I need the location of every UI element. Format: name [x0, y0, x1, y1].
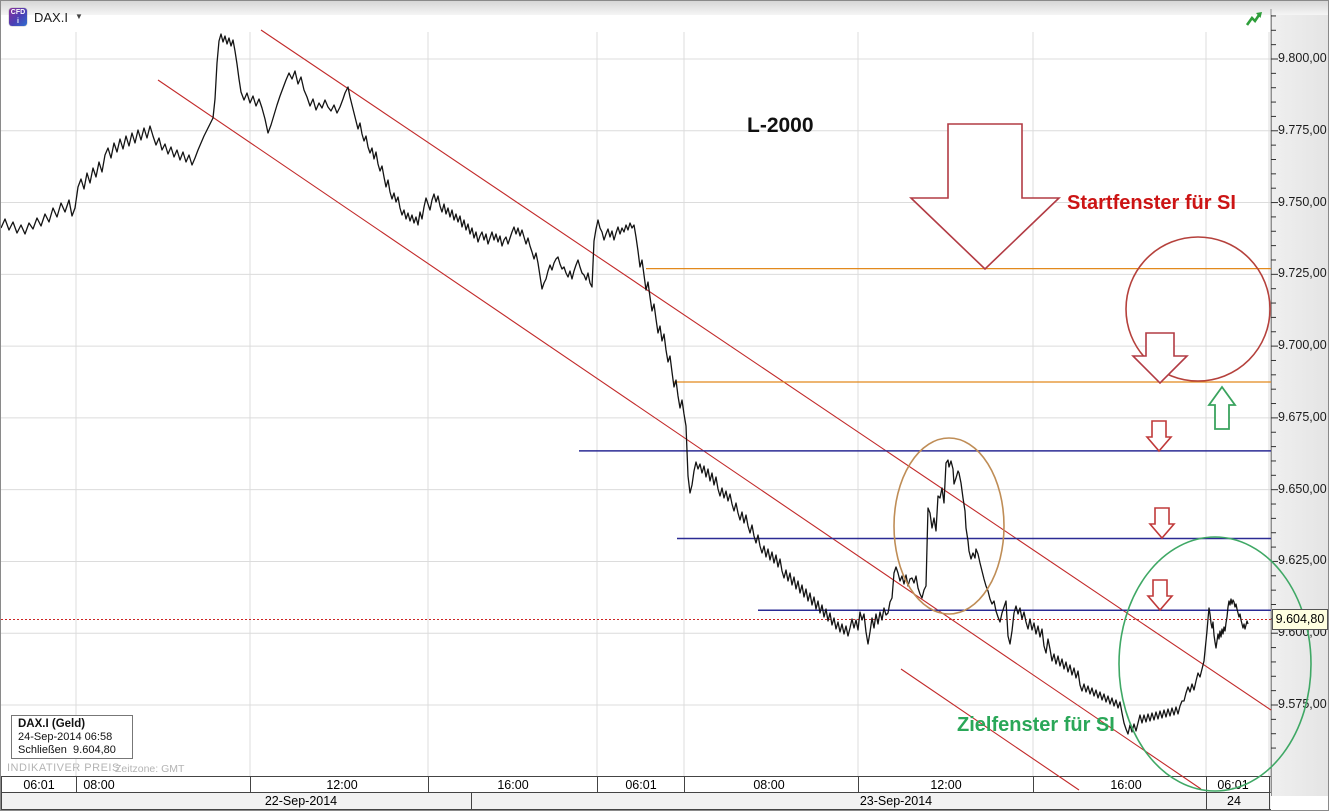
- axis-cell-border: [684, 777, 685, 792]
- price-axis-label: 9.625,00: [1278, 553, 1327, 568]
- big-red-down-arrow[interactable]: [909, 123, 1061, 271]
- time-axis-label: 08:00: [83, 778, 115, 792]
- axis-cell-border: [250, 777, 251, 792]
- axis-cell-border: [76, 777, 77, 792]
- retest-ellipse[interactable]: [893, 437, 1005, 615]
- indicative-price-label: INDIKATIVER PREIS: [7, 762, 120, 774]
- axis-cell-border: [1, 777, 2, 792]
- annotation-start-window[interactable]: Startfenster für SI: [1067, 192, 1236, 214]
- annotation-l2000[interactable]: L-2000: [747, 114, 814, 137]
- last-price-badge: 9.604,80: [1272, 609, 1328, 631]
- time-axis-label: 08:00: [753, 778, 785, 792]
- date-axis-label: 24: [1227, 794, 1241, 808]
- info-close: Schließen 9.604,80: [18, 744, 116, 756]
- time-axis-label: 06:01: [625, 778, 657, 792]
- axis-cell-border: [1, 793, 2, 809]
- price-line-series: [1, 33, 1249, 735]
- date-axis-label: 22-Sep-2014: [264, 794, 338, 808]
- axis-cell-border: [1206, 777, 1207, 792]
- cfd-instrument-icon: CFD i: [9, 8, 27, 26]
- axis-cell-border: [471, 793, 472, 809]
- time-axis-label: 16:00: [1110, 778, 1142, 792]
- time-axis-label: 12:00: [930, 778, 962, 792]
- medium-red-down-arrow[interactable]: [1131, 332, 1189, 385]
- time-axis-label: 16:00: [497, 778, 529, 792]
- price-axis-label: 9.775,00: [1278, 122, 1327, 137]
- quote-info-box: DAX.I (Geld) 24-Sep-2014 06:58 Schließen…: [11, 715, 133, 759]
- live-data-icon: [1246, 12, 1262, 26]
- small-red-down-arrow[interactable]: [1148, 507, 1176, 540]
- price-axis-label: 9.750,00: [1278, 194, 1327, 209]
- trend-line[interactable]: [157, 79, 1202, 790]
- axis-cell-border: [1269, 793, 1270, 809]
- small-red-down-arrow[interactable]: [1146, 579, 1174, 612]
- time-axis-label: 12:00: [326, 778, 358, 792]
- axis-cell-border: [1206, 793, 1207, 809]
- axis-cell-border: [428, 777, 429, 792]
- time-axis-label: 06:01: [23, 778, 55, 792]
- symbol-selector[interactable]: DAX.I: [34, 10, 68, 25]
- date-axis-label: 23-Sep-2014: [859, 794, 933, 808]
- timezone-label: Zeitzone: GMT: [115, 763, 185, 775]
- price-axis-label: 9.675,00: [1278, 409, 1327, 424]
- time-axis-row[interactable]: 06:01 08:00 12:00 16:00 06:01 08:00 12:00 16:00…: [1, 776, 1271, 793]
- chevron-down-icon[interactable]: ▼: [75, 12, 83, 21]
- price-axis-label: 9.800,00: [1278, 51, 1327, 65]
- axis-cell-border: [1269, 777, 1270, 792]
- axis-cell-border: [858, 777, 859, 792]
- green-up-arrow[interactable]: [1207, 385, 1237, 430]
- date-axis-row[interactable]: 22-Sep-2014 23-Sep-2014 24: [1, 793, 1271, 810]
- info-datetime: 24-Sep-2014 06:58: [18, 731, 113, 743]
- annotation-target-window[interactable]: Zielfenster für SI: [957, 714, 1115, 736]
- info-symbol: DAX.I (Geld): [18, 718, 86, 730]
- axis-cell-border: [1033, 777, 1034, 792]
- time-axis-label: 06:01: [1217, 778, 1249, 792]
- chart-header: CFD i DAX.I ▼: [1, 1, 1271, 31]
- axis-cell-border: [597, 777, 598, 792]
- price-axis-label: 9.575,00: [1278, 696, 1327, 711]
- header-band: [1, 1, 1328, 15]
- price-axis-label: 9.725,00: [1278, 266, 1327, 281]
- cfd-icon-label: CFD: [10, 9, 26, 16]
- price-axis-label: 9.700,00: [1278, 338, 1327, 353]
- start-window-circle[interactable]: [1125, 236, 1271, 382]
- price-axis-label: 9.650,00: [1278, 481, 1327, 496]
- small-red-down-arrow[interactable]: [1145, 420, 1173, 453]
